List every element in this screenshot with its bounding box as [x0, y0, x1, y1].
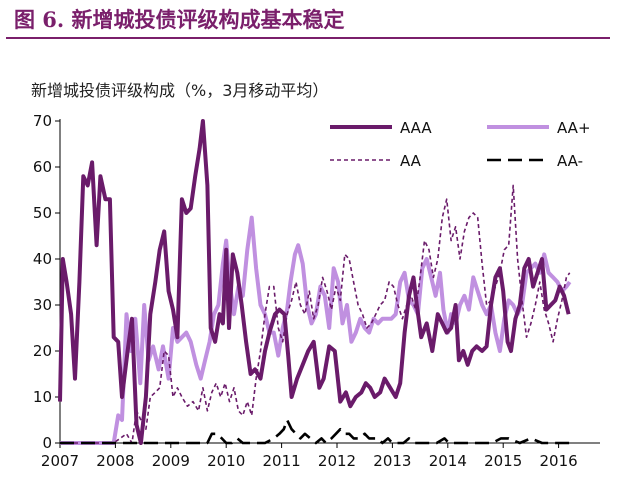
- x-tick-label: 2010: [207, 452, 245, 470]
- series-line-aa-minus: [60, 418, 570, 445]
- x-tick-label: 2009: [152, 452, 190, 470]
- figure-title: 图 6. 新增城投债评级构成基本稳定: [14, 7, 345, 32]
- chart-subtitle: 新增城投债评级构成（%，3月移动平均）: [31, 81, 329, 100]
- x-tick-label: 2007: [41, 452, 79, 470]
- series-line-aa: [60, 184, 571, 444]
- x-tick-label: 2011: [263, 452, 301, 470]
- title-divider: [6, 37, 610, 39]
- x-tick-label: 2016: [540, 452, 578, 470]
- x-tick-label: 2012: [318, 452, 356, 470]
- legend-label-aa-minus: AA-: [557, 152, 583, 170]
- y-tick-label: 30: [33, 296, 52, 314]
- legend-label-aa: AA: [400, 152, 422, 170]
- x-tick-label: 2013: [373, 452, 411, 470]
- legend-label-aa-plus: AA+: [557, 119, 591, 137]
- y-tick-label: 60: [33, 158, 52, 176]
- y-tick-label: 20: [33, 342, 52, 360]
- legend-label-aaa: AAA: [400, 119, 432, 137]
- y-tick-label: 50: [33, 204, 52, 222]
- x-tick-label: 2014: [429, 452, 467, 470]
- y-tick-label: 70: [33, 112, 52, 130]
- y-tick-label: 40: [33, 250, 52, 268]
- y-tick-label: 10: [33, 388, 52, 406]
- y-tick-label: 0: [42, 434, 52, 452]
- series-line-aaa: [58, 119, 571, 445]
- x-tick-label: 2008: [96, 452, 134, 470]
- x-tick-label: 2015: [484, 452, 522, 470]
